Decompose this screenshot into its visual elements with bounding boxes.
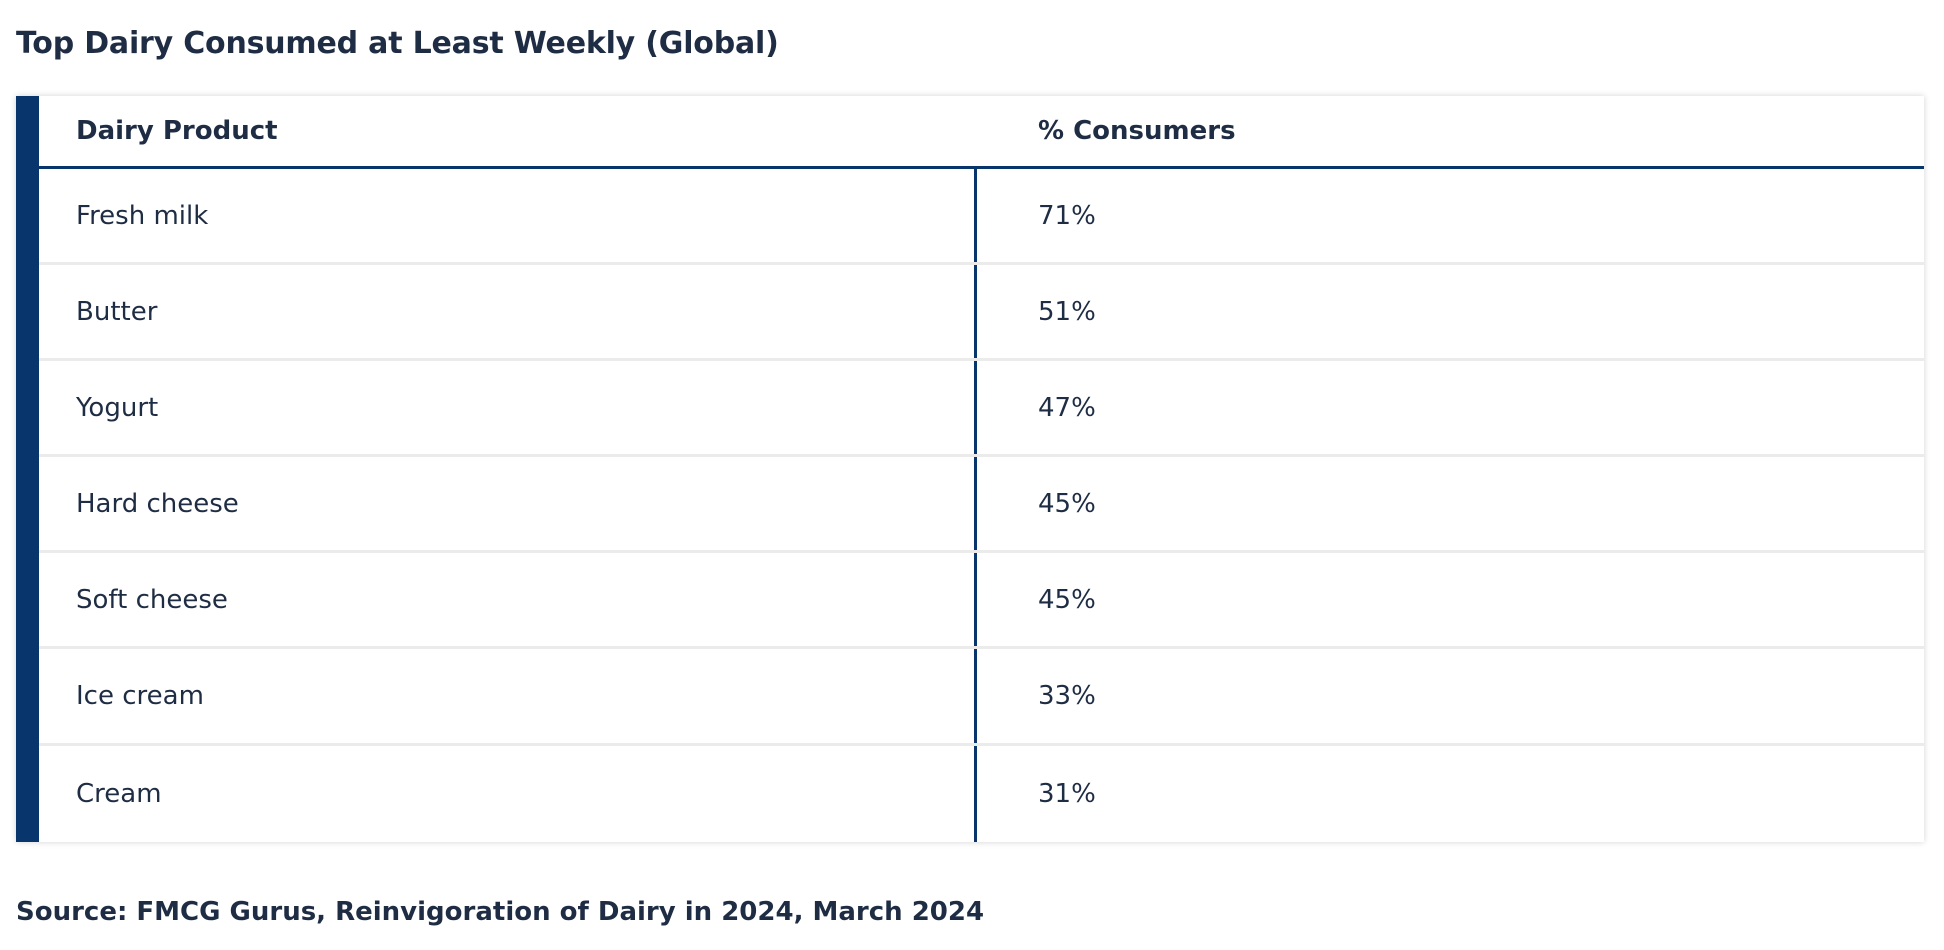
cell-product: Butter [76, 296, 158, 327]
cell-product: Soft cheese [76, 584, 228, 615]
cell-percent: 51% [1038, 296, 1096, 327]
table-row: Soft cheese 45% [39, 553, 1924, 650]
table-row: Fresh milk 71% [39, 169, 1924, 266]
cell-percent: 45% [1038, 488, 1096, 519]
cell-product: Cream [76, 778, 162, 809]
cell-product: Hard cheese [76, 488, 239, 519]
table-header-row: Dairy Product % Consumers [39, 96, 1924, 169]
column-divider [974, 169, 977, 842]
cell-percent: 47% [1038, 392, 1096, 423]
cell-percent: 33% [1038, 681, 1096, 712]
cell-product: Ice cream [76, 681, 204, 712]
table-accent-bar [16, 96, 39, 842]
table-body: Fresh milk 71% Butter 51% Yogurt 47% Har… [39, 169, 1924, 842]
table-row: Hard cheese 45% [39, 457, 1924, 554]
table-row: Ice cream 33% [39, 649, 1924, 746]
source-note: Source: FMCG Gurus, Reinvigoration of Da… [16, 897, 985, 927]
dairy-table: Dairy Product % Consumers Fresh milk 71%… [16, 96, 1924, 842]
cell-percent: 45% [1038, 584, 1096, 615]
cell-product: Fresh milk [76, 200, 209, 231]
table-title: Top Dairy Consumed at Least Weekly (Glob… [16, 26, 779, 61]
cell-product: Yogurt [76, 392, 159, 423]
header-percent-consumers: % Consumers [1038, 116, 1236, 146]
cell-percent: 31% [1038, 778, 1096, 809]
header-dairy-product: Dairy Product [76, 116, 278, 146]
cell-percent: 71% [1038, 200, 1096, 231]
table-row: Cream 31% [39, 746, 1924, 842]
table-row: Yogurt 47% [39, 361, 1924, 458]
table-row: Butter 51% [39, 265, 1924, 362]
